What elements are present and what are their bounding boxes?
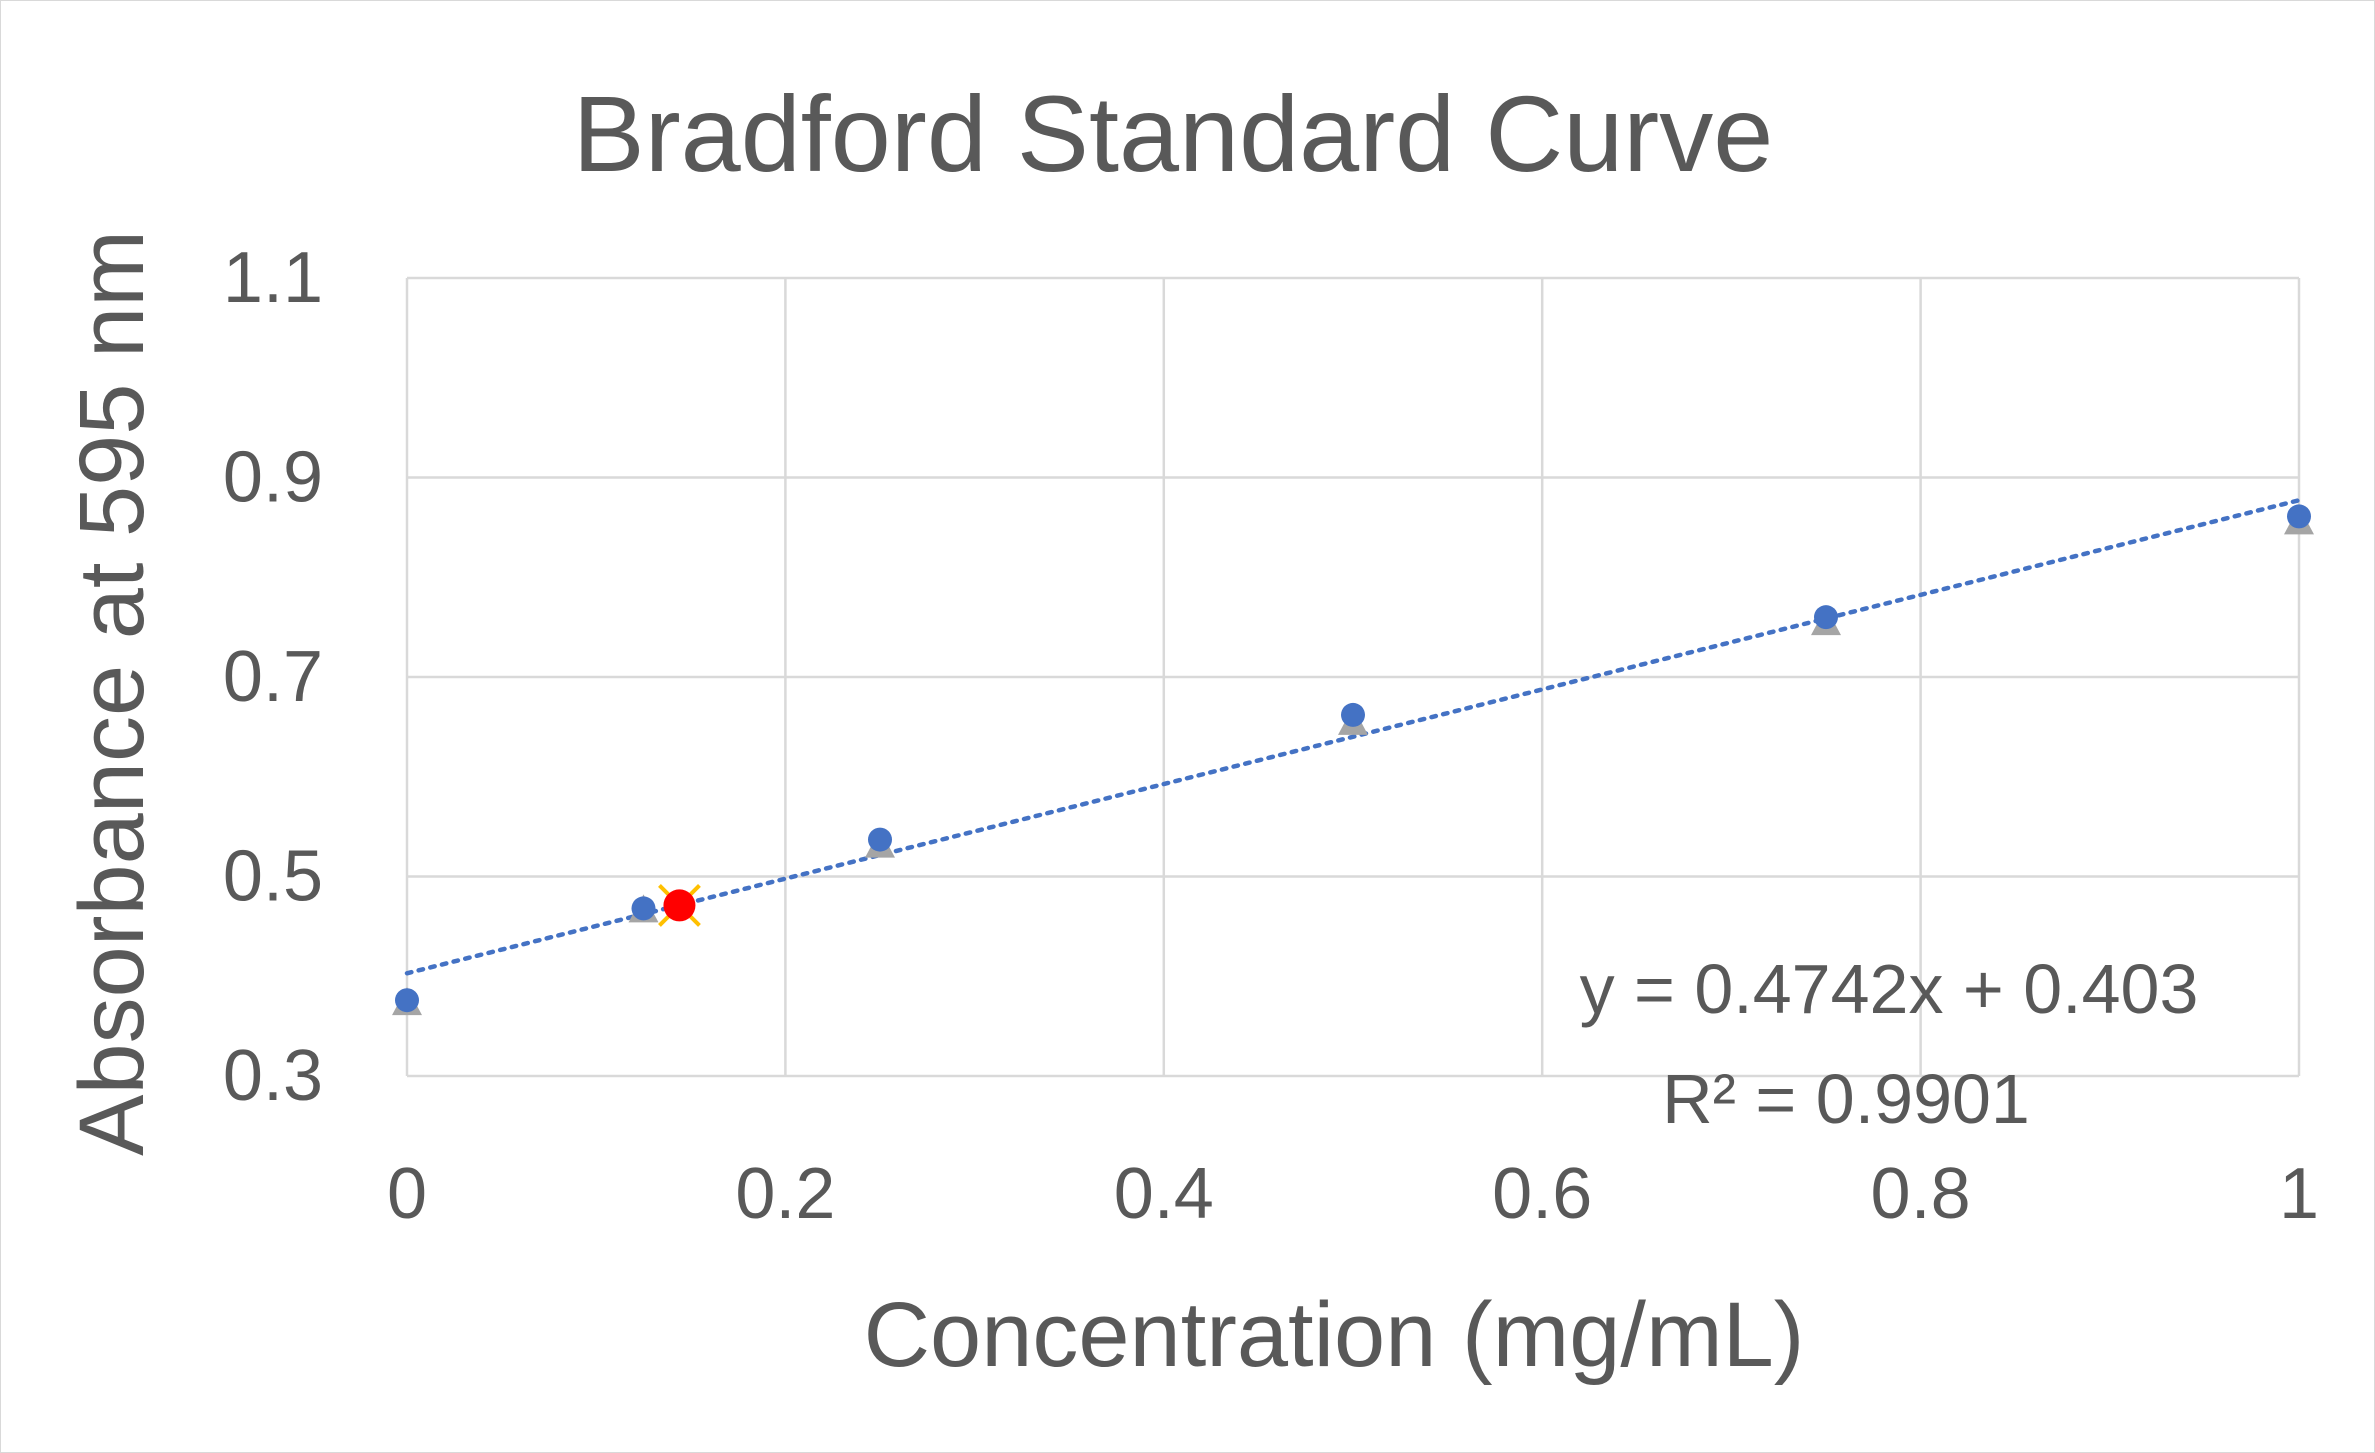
x-tick-label: 0.6 (1492, 1154, 1592, 1234)
x-tick-label: 0 (387, 1154, 427, 1234)
sample-point-circle (663, 889, 696, 922)
trendline-layer (404, 497, 2302, 976)
trendline-equation: y = 0.4742x + 0.403 (1580, 950, 2199, 1028)
x-axis-label: Concentration (mg/mL) (864, 1284, 1805, 1386)
data-point-circle (631, 896, 656, 921)
y-tick-label: 0.7 (223, 637, 323, 717)
highlighted-sample-point (658, 884, 701, 927)
trendline (404, 497, 2302, 976)
data-point-circle (1814, 605, 1838, 630)
chart-title: Bradford Standard Curve (573, 73, 1774, 194)
x-tick-label: 0.8 (1871, 1154, 1971, 1234)
y-axis-label: Absorbance at 595 nm (61, 230, 163, 1156)
data-markers (392, 504, 2314, 1016)
data-point-circle (868, 827, 892, 852)
x-tick-label: 0.2 (735, 1154, 835, 1234)
data-point-circle (395, 988, 419, 1013)
y-tick-label: 0.9 (223, 438, 323, 518)
x-tick-label: 0.4 (1114, 1154, 1214, 1234)
y-tick-label: 1.1 (223, 238, 323, 318)
y-tick-label: 0.3 (223, 1036, 323, 1116)
x-tick-label: 1 (2279, 1154, 2319, 1234)
tick-labels: 0.3 0.5 0.7 0.9 1.1 0 0.2 0.4 0.6 0.8 1 (223, 238, 2319, 1234)
data-point-circle (1341, 702, 1365, 727)
y-tick-label: 0.5 (223, 837, 323, 917)
trendline-r-squared: R² = 0.9901 (1662, 1060, 2030, 1138)
gridlines (405, 276, 2301, 1078)
data-point-circle (2287, 504, 2311, 529)
